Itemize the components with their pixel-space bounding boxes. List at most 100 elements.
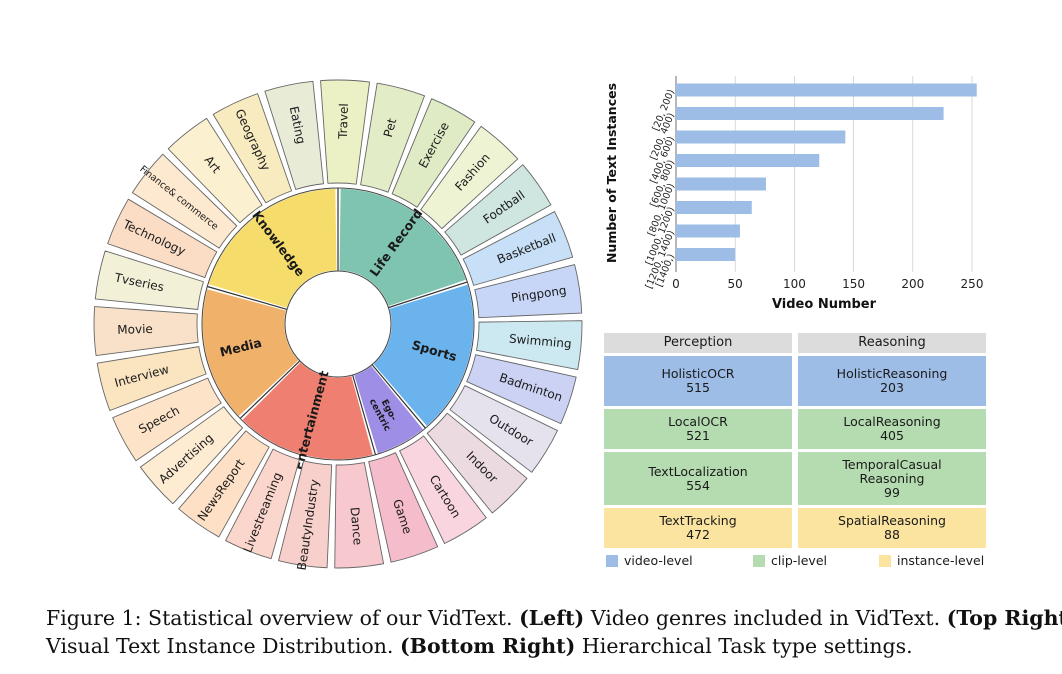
caption-text-top-right: Visual Text Instance Distribution. [46,634,394,658]
cell-task-count: 203 [880,380,904,395]
table-cell-spatial-reasoning: SpatialReasoning 88 [798,508,986,548]
legend-swatch [753,554,765,567]
sunburst-outer-interview [96,346,207,411]
sunburst-outer-basketball [462,211,574,286]
x-tick-label: 50 [728,277,743,291]
cell-task-count: 521 [686,428,710,443]
cell-task-count: 515 [686,380,710,395]
x-tick-label: 250 [961,277,984,291]
sunburst-outer-art [167,117,263,224]
sunburst-divider [371,364,426,429]
sunburst-outer-edge [201,187,475,461]
header-reasoning: Reasoning [798,333,986,353]
bar-1400 [676,248,736,261]
cell-task-count: 405 [880,428,904,443]
x-tick-label: 100 [783,277,806,291]
caption-text-bottom-right: Hierarchical Task type settings. [581,634,913,658]
legend-item-video-level: video-level [606,553,693,568]
table-cell-text-tracking: TextTracking 472 [604,508,792,548]
cell-task-count: 554 [686,477,710,493]
sunburst-outer-dance [334,462,385,569]
sunburst-outer-pet [360,82,425,193]
table-cell-local-reasoning: LocalReasoning 405 [798,409,986,449]
table-row: LocalOCR 521 LocalReasoning 405 [604,409,986,449]
table-cell-text-localization: TextLocalization 554 [604,452,792,505]
caption-lead: Figure 1: Statistical overview of our Vi… [46,606,513,630]
sunburst-outer-travel [320,79,371,185]
cell-task-name: SpatialReasoning [838,513,946,528]
sunburst-outer-label-travel: Travel [336,103,351,140]
header-perception: Perception [604,333,792,353]
sunburst-outer-outdoor [449,385,558,473]
sunburst-outer-pingpong [474,264,583,319]
sunburst-outer-game [368,452,439,563]
cell-task-count: 88 [884,527,900,542]
sunburst-outer-cartoon [399,435,487,544]
sunburst-outer-label-pet: Pet [381,117,399,139]
text-instance-bar-chart: [20, 200)[200, 400)[400, 600)[600, 800)[… [604,76,984,310]
sunburst-outer-badminton [466,354,577,425]
sunburst-outer-fashion [420,125,519,230]
x-tick-label: 200 [901,277,924,291]
y-axis-label: Number of Text Instances [604,83,619,263]
sunburst-outer-advertising [139,406,244,505]
sunburst-divider [352,374,377,455]
sunburst-divider [207,285,288,310]
sunburst-outer-tvseries [94,250,204,310]
cell-task-name: LocalReasoning [843,414,941,429]
table-row: TextTracking 472 SpatialReasoning 88 [604,508,986,548]
bar-400-600 [676,130,846,144]
legend-item-clip-level: clip-level [753,553,827,568]
cell-task-name: TextLocalization [648,463,748,479]
table-row: HolisticOCR 515 HolisticReasoning 203 [604,356,986,406]
sunburst-outer-technology [107,198,218,279]
sunburst-outer-football [444,164,552,256]
caption-text-left: Video genres included in VidText. [590,606,941,630]
legend-item-instance-level: instance-level [879,553,984,568]
table-cell-holistic-ocr: HolisticOCR 515 [604,356,792,406]
sunburst-divider [388,281,468,309]
sunburst-inner-edge [284,270,392,378]
sunburst-outer-geography [212,93,293,204]
table-cell-holistic-reasoning: HolisticReasoning 203 [798,356,986,406]
sunburst-outer-newsreport [178,430,270,538]
x-tick-label: 150 [842,277,865,291]
cell-task-name: LocalOCR [668,414,728,429]
cell-task-count: 472 [686,527,710,542]
sunburst-outer-label-dance: Dance [348,507,365,546]
sunburst-outer-label-movie: Movie [117,322,153,337]
bar-1200-1400 [676,224,740,238]
sunburst-outer-beautyindustry [278,460,333,569]
legend-swatch [606,554,618,567]
cell-task-name: HolisticReasoning [836,366,948,381]
bar-800-1000 [676,177,766,191]
sunburst-outer-eating [264,80,324,190]
sunburst-outer-finance-commerce [131,153,238,249]
table-cell-local-ocr: LocalOCR 521 [604,409,792,449]
legend-label: instance-level [897,553,985,568]
table-row: TextLocalization 554 TemporalCasual Reas… [604,452,986,505]
caption-bold-top-right: (Top Right) [946,606,1062,630]
table-legend: video-level clip-level instance-level [606,553,988,571]
cell-task-name: TemporalCasual [842,456,942,472]
bar-600-800 [676,154,820,167]
table-cell-temporal-reasoning: TemporalCasual Reasoning 99 [798,452,986,505]
sunburst-outer-movie [93,306,199,357]
sunburst-outer-livestreaming [225,448,300,560]
sunburst-outer-exercise [391,98,476,208]
cell-task-name-line2: Reasoning [859,470,925,486]
sunburst-divider [239,360,301,419]
legend-swatch [879,554,891,567]
genre-sunburst-chart: Knowledge Life RecordSportsEgo-centricEnt… [93,79,583,571]
legend-label: clip-level [771,553,827,568]
caption-bold-left: (Left) [519,606,585,630]
cell-task-name: HolisticOCR [661,366,735,381]
cell-task-name: TextTracking [659,513,737,528]
legend-label: video-level [624,553,693,568]
bar-20-200 [676,83,977,97]
bar-200-400 [676,107,944,120]
sunburst-outer-indoor [426,412,528,514]
x-tick-label: 0 [672,277,680,291]
caption-bold-bottom-right: (Bottom Right) [399,634,576,658]
bar-1000-1200 [676,201,752,214]
